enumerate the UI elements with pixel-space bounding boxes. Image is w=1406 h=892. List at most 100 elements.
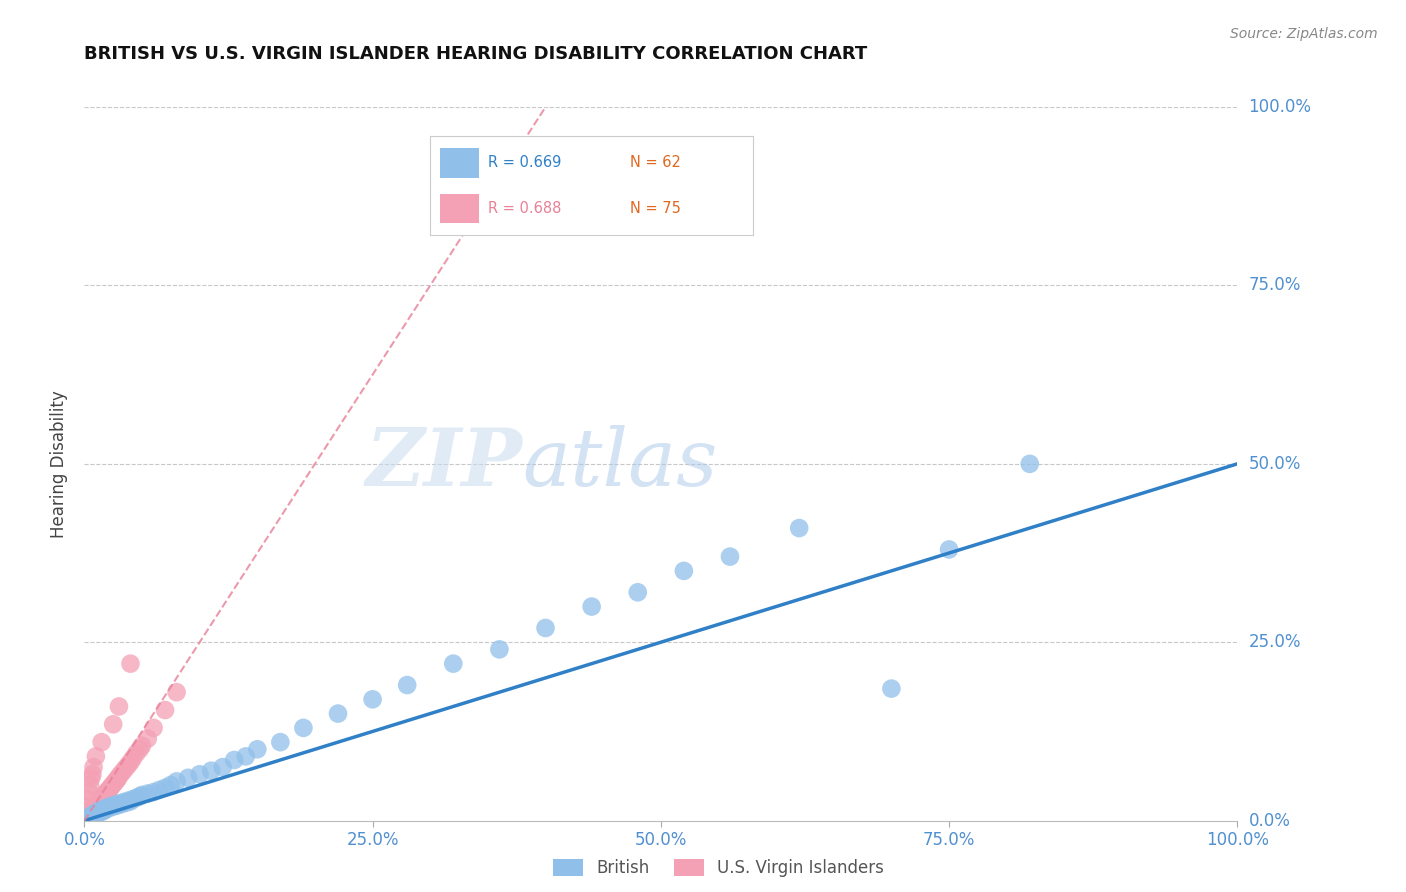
Point <box>110 766 132 780</box>
Point <box>441 657 464 671</box>
Point <box>136 731 159 746</box>
Point <box>76 810 98 824</box>
Point <box>87 796 110 810</box>
Point <box>82 808 104 822</box>
Point <box>93 802 115 816</box>
Point <box>142 785 165 799</box>
Point <box>125 747 148 761</box>
Point <box>82 767 104 781</box>
Point <box>80 810 103 824</box>
Point <box>91 805 114 819</box>
Point <box>79 778 101 792</box>
Point <box>83 808 105 822</box>
Point <box>80 805 103 819</box>
Point <box>269 735 291 749</box>
Point <box>1018 457 1040 471</box>
Point <box>136 787 159 801</box>
Point <box>166 774 188 789</box>
Point <box>121 792 143 806</box>
Point <box>105 772 128 787</box>
Point <box>125 790 148 805</box>
Point <box>131 739 153 753</box>
Point <box>112 764 135 778</box>
Point <box>103 777 124 791</box>
Point <box>108 797 131 811</box>
Point <box>166 685 188 699</box>
Point <box>117 758 139 772</box>
Point <box>107 772 129 786</box>
Text: 25.0%: 25.0% <box>1249 633 1301 651</box>
Point <box>90 735 112 749</box>
Point <box>79 809 101 823</box>
Point <box>96 801 118 815</box>
Point <box>86 797 108 812</box>
Point <box>89 793 111 807</box>
Point <box>326 706 349 721</box>
Point <box>787 521 810 535</box>
Point <box>80 805 103 819</box>
Text: 50.0%: 50.0% <box>1249 455 1301 473</box>
Point <box>97 783 120 797</box>
Point <box>120 755 142 769</box>
Point <box>120 794 142 808</box>
Point <box>76 809 98 823</box>
Point <box>86 805 108 819</box>
Point <box>93 789 115 803</box>
Point <box>96 786 118 800</box>
Point <box>90 791 112 805</box>
Point <box>76 808 98 822</box>
Text: ZIP: ZIP <box>366 425 523 502</box>
Point <box>77 807 100 822</box>
Point <box>84 807 107 822</box>
Point <box>76 799 98 814</box>
Point <box>83 802 105 816</box>
Point <box>246 742 269 756</box>
Point <box>77 812 100 826</box>
Point <box>97 783 120 797</box>
Point <box>361 692 384 706</box>
Point <box>672 564 695 578</box>
Point <box>76 812 98 826</box>
Point <box>82 804 104 818</box>
Text: Source: ZipAtlas.com: Source: ZipAtlas.com <box>1230 27 1378 41</box>
Point <box>89 794 111 808</box>
Point <box>153 780 176 795</box>
Point <box>177 771 200 785</box>
Text: BRITISH VS U.S. VIRGIN ISLANDER HEARING DISABILITY CORRELATION CHART: BRITISH VS U.S. VIRGIN ISLANDER HEARING … <box>84 45 868 62</box>
Text: atlas: atlas <box>523 425 718 502</box>
Point <box>938 542 960 557</box>
Point <box>200 764 222 778</box>
Y-axis label: Hearing Disability: Hearing Disability <box>51 390 69 538</box>
Point <box>108 769 131 783</box>
Point <box>79 805 101 820</box>
Point <box>121 751 143 765</box>
Point <box>94 787 117 801</box>
Point <box>79 806 101 821</box>
Point <box>131 788 153 802</box>
Point <box>89 805 111 819</box>
Point <box>83 801 105 815</box>
Point <box>94 788 117 802</box>
Point <box>89 805 111 819</box>
Point <box>128 789 150 804</box>
Point <box>100 780 122 794</box>
Point <box>396 678 419 692</box>
Point <box>89 795 111 809</box>
Point <box>82 803 104 817</box>
Point <box>292 721 315 735</box>
Point <box>76 811 98 825</box>
Point <box>76 792 98 806</box>
Point <box>96 785 118 799</box>
Point <box>211 760 233 774</box>
Point <box>98 781 121 796</box>
Point <box>488 642 510 657</box>
Point <box>115 761 138 775</box>
Point <box>153 703 176 717</box>
Point <box>83 806 105 821</box>
Point <box>76 811 98 825</box>
Point <box>159 778 183 792</box>
Point <box>104 774 127 789</box>
Point <box>84 749 107 764</box>
Point <box>90 803 112 817</box>
Point <box>224 753 246 767</box>
